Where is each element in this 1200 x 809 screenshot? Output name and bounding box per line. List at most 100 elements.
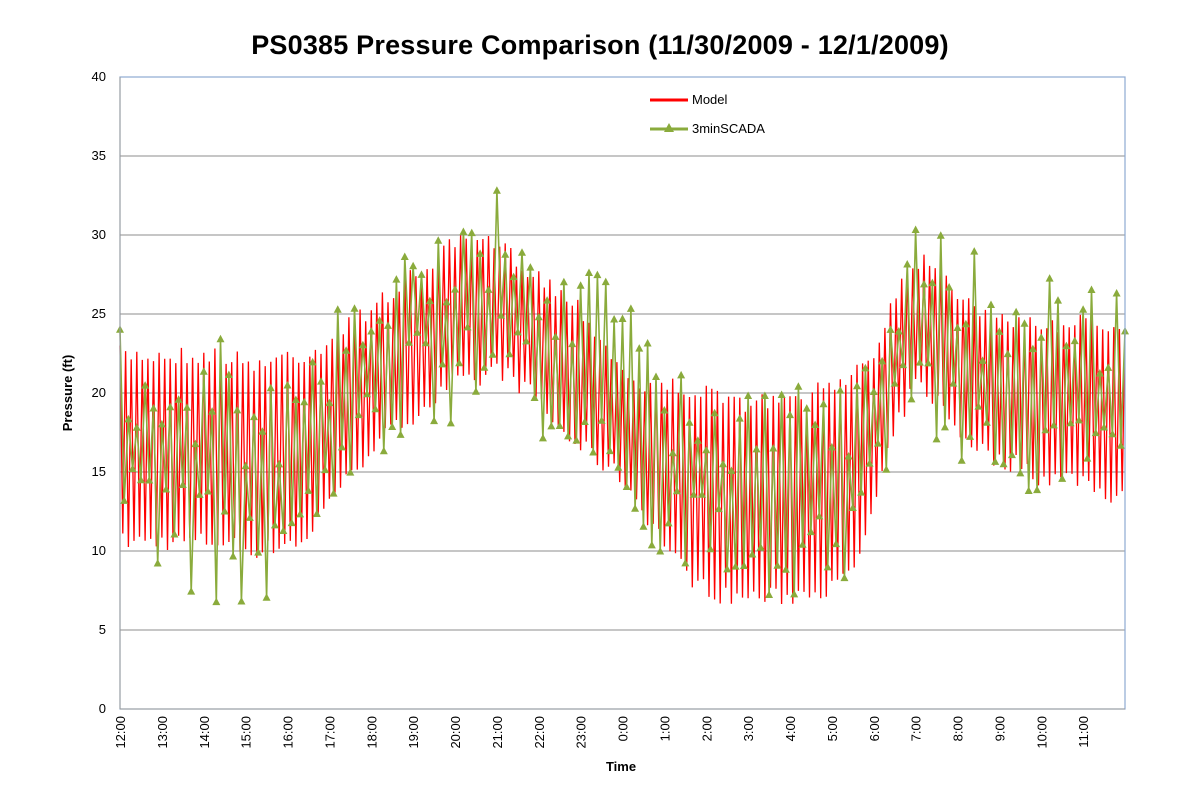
scada-point-marker	[806, 527, 815, 536]
scada-point-marker	[321, 465, 330, 474]
scada-point-marker	[308, 357, 317, 366]
scada-point-marker	[333, 305, 342, 313]
scada-point-marker	[873, 439, 882, 447]
scada-point-marker	[384, 321, 392, 329]
scada-point-marker	[358, 340, 367, 349]
scada-point-marker	[924, 358, 933, 367]
scada-point-marker	[610, 315, 619, 323]
scada-point-marker	[685, 418, 694, 426]
scada-point-marker	[601, 277, 610, 286]
scada-point-marker	[773, 561, 782, 569]
y-tick-label: 0	[99, 701, 106, 716]
x-tick-label: 19:00	[406, 716, 421, 749]
scada-point-marker	[576, 281, 585, 289]
scada-point-marker	[191, 439, 200, 448]
scada-point-marker	[974, 402, 983, 410]
scada-point-marker	[266, 383, 275, 392]
scada-point-marker	[509, 272, 518, 281]
scada-point-marker	[459, 227, 468, 235]
scada-point-marker	[178, 480, 187, 488]
y-tick-label: 40	[92, 69, 106, 84]
scada-point-marker	[522, 336, 531, 345]
scada-point-marker	[1033, 485, 1042, 494]
scada-point-marker	[136, 475, 145, 484]
scada-point-marker	[911, 225, 920, 233]
scada-point-marker	[342, 346, 351, 354]
scada-point-marker	[861, 363, 870, 372]
scada-point-marker	[262, 593, 271, 601]
scada-point-marker	[543, 296, 552, 304]
scada-point-marker	[166, 402, 175, 411]
scada-point-marker	[585, 268, 593, 276]
scada-point-marker	[589, 448, 598, 456]
scada-point-marker	[1070, 336, 1079, 345]
scada-point-marker	[120, 496, 129, 504]
plot-series	[116, 186, 1129, 606]
scada-point-marker	[203, 486, 212, 495]
scada-point-marker	[1083, 454, 1092, 462]
scada-point-marker	[354, 410, 363, 419]
scada-point-marker	[1020, 319, 1029, 327]
scada-point-marker	[765, 590, 774, 598]
scada-point-marker	[1108, 429, 1117, 438]
scada-point-marker	[660, 405, 669, 414]
scada-point-marker	[698, 490, 707, 498]
scada-point-marker	[568, 339, 577, 348]
scada-point-marker	[1012, 307, 1021, 316]
scada-point-marker	[530, 393, 539, 401]
scada-point-marker	[593, 270, 602, 279]
scada-point-marker	[513, 327, 522, 336]
scada-point-marker	[388, 422, 397, 431]
scada-point-marker	[823, 562, 832, 571]
scada-point-marker	[237, 597, 246, 605]
scada-point-marker	[1016, 468, 1025, 477]
scada-point-marker	[643, 338, 652, 347]
scada-point-marker	[647, 540, 656, 549]
legend-model-label: Model	[692, 92, 728, 107]
scada-point-marker	[652, 372, 660, 380]
x-tick-label: 20:00	[448, 716, 463, 749]
scada-point-marker	[1104, 363, 1113, 371]
scada-point-marker	[224, 370, 233, 378]
scada-point-marker	[455, 358, 464, 367]
scada-point-marker	[899, 360, 908, 369]
scada-point-marker	[124, 414, 133, 423]
scada-point-marker	[170, 530, 179, 538]
scada-point-marker	[350, 304, 359, 312]
scada-point-marker	[409, 261, 418, 270]
scada-point-marker	[1028, 344, 1037, 353]
scada-point-marker	[982, 418, 991, 426]
scada-point-marker	[1062, 341, 1071, 350]
scada-point-marker	[291, 395, 300, 403]
scada-point-marker	[668, 448, 677, 457]
scada-point-marker	[1045, 274, 1054, 282]
scada-point-marker	[417, 270, 426, 278]
x-tick-label: 17:00	[322, 716, 337, 749]
x-tick-label: 2:00	[699, 716, 714, 741]
x-tick-label: 10:00	[1034, 716, 1049, 749]
scada-point-marker	[853, 381, 861, 390]
scada-point-marker	[819, 399, 828, 408]
scada-point-marker	[1037, 333, 1046, 341]
scada-point-marker	[953, 323, 962, 332]
scada-point-marker	[132, 423, 141, 431]
scada-point-marker	[748, 549, 757, 558]
scada-point-marker	[622, 482, 631, 491]
scada-point-marker	[848, 503, 857, 512]
x-tick-label: 7:00	[909, 716, 924, 741]
scada-point-marker	[961, 319, 970, 328]
scada-point-marker	[580, 417, 589, 425]
scada-point-marker	[882, 465, 891, 473]
scada-point-marker	[128, 464, 137, 473]
scada-point-marker	[999, 459, 1008, 468]
scada-point-marker	[756, 543, 765, 551]
scada-point-marker	[296, 509, 305, 518]
scada-point-marker	[1079, 305, 1088, 313]
scada-point-marker	[229, 552, 238, 560]
scada-point-marker	[903, 260, 912, 268]
scada-point-marker	[279, 526, 288, 535]
scada-point-marker	[995, 327, 1004, 335]
scada-point-marker	[199, 367, 208, 375]
x-tick-label: 5:00	[825, 716, 840, 741]
scada-point-marker	[1091, 428, 1100, 437]
